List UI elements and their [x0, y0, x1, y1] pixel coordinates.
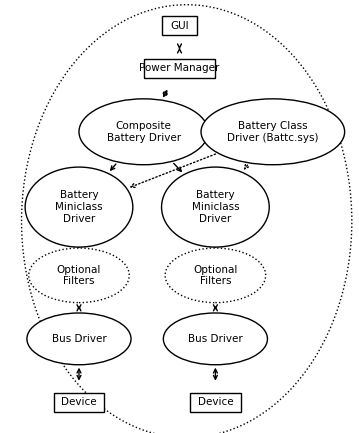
Text: Bus Driver: Bus Driver — [188, 334, 243, 344]
Ellipse shape — [25, 167, 133, 247]
Text: Device: Device — [61, 397, 97, 407]
Text: Battery
Miniclass
Driver: Battery Miniclass Driver — [55, 191, 103, 224]
Text: Device: Device — [197, 397, 233, 407]
Text: Power Manager: Power Manager — [139, 63, 220, 73]
Ellipse shape — [79, 99, 208, 165]
Ellipse shape — [201, 99, 345, 165]
Text: Bus Driver: Bus Driver — [52, 334, 106, 344]
FancyBboxPatch shape — [162, 16, 197, 36]
FancyBboxPatch shape — [144, 59, 215, 78]
Ellipse shape — [165, 248, 266, 303]
Text: Composite
Battery Driver: Composite Battery Driver — [107, 121, 181, 142]
Ellipse shape — [162, 167, 269, 247]
Ellipse shape — [163, 313, 267, 365]
Text: Battery
Miniclass
Driver: Battery Miniclass Driver — [192, 191, 239, 224]
Text: Optional
Filters: Optional Filters — [193, 265, 238, 286]
Ellipse shape — [29, 248, 129, 303]
Ellipse shape — [27, 313, 131, 365]
FancyBboxPatch shape — [54, 393, 104, 412]
Text: Optional
Filters: Optional Filters — [57, 265, 101, 286]
FancyBboxPatch shape — [190, 393, 241, 412]
Text: Battery Class
Driver (Battc.sys): Battery Class Driver (Battc.sys) — [227, 121, 318, 142]
Text: GUI: GUI — [170, 21, 189, 31]
